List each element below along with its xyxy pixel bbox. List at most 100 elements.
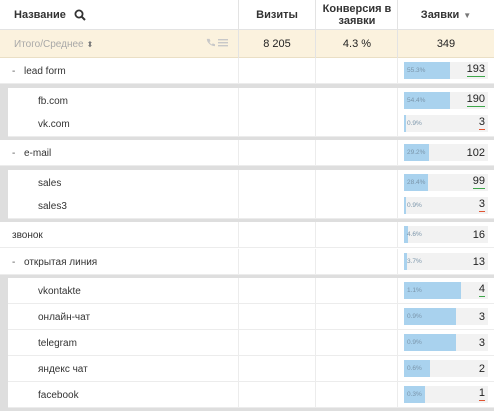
- row-label-text: яндекс чат: [38, 363, 88, 375]
- group-separator: [0, 275, 494, 278]
- leads-bar-cell[interactable]: 0.9% 3: [404, 115, 488, 132]
- row-label-text: lead form: [24, 65, 66, 77]
- row-label-text: открытая линия: [24, 256, 98, 268]
- leads-bar-fill: [404, 144, 429, 161]
- leads-bar-fill: [404, 253, 407, 270]
- name-header-label: Название: [14, 9, 66, 21]
- table-row[interactable]: - e-mail 29.2% 102: [0, 140, 494, 166]
- leads-share-percent: 0.6%: [407, 365, 422, 372]
- leads-bar-cell[interactable]: 0.3% 1: [404, 386, 488, 403]
- leads-header-label: Заявки: [420, 9, 460, 21]
- leads-count[interactable]: 1: [478, 387, 485, 401]
- leads-bar-cell[interactable]: 4.6% 16: [404, 226, 488, 243]
- group-separator: [0, 219, 494, 222]
- indent-guide: [0, 88, 8, 137]
- phone-icon[interactable]: [206, 38, 215, 50]
- leads-bar-cell[interactable]: 28.4% 99: [404, 174, 488, 191]
- totals-leads: 349: [436, 38, 456, 50]
- leads-count[interactable]: 16: [472, 228, 485, 241]
- row-label: facebook: [38, 382, 79, 408]
- leads-bar-fill: [404, 386, 425, 403]
- up-down-icon: ⬍: [86, 39, 94, 49]
- row-label: - lead form: [12, 58, 66, 84]
- row-label-text: e-mail: [24, 147, 52, 159]
- leads-share-percent: 54.4%: [407, 97, 426, 104]
- totals-visits: 8 205: [263, 38, 291, 50]
- totals-label: Итого/Среднее: [14, 38, 84, 50]
- leads-count[interactable]: 3: [478, 116, 485, 130]
- leads-bar-cell[interactable]: 1.1% 4: [404, 282, 488, 299]
- table-row[interactable]: звонок 4.6% 16: [0, 222, 494, 248]
- row-label: sales3: [38, 193, 67, 219]
- leads-bar-cell[interactable]: 55.3% 193: [404, 62, 488, 79]
- leads-count[interactable]: 3: [478, 336, 485, 349]
- group-separator: [0, 408, 494, 411]
- collapse-toggle-icon[interactable]: -: [12, 65, 16, 77]
- leads-bar-cell[interactable]: 0.6% 2: [404, 360, 488, 377]
- row-label: telegram: [38, 330, 77, 356]
- row-label-text: vk.com: [38, 118, 70, 130]
- visits-column-header[interactable]: Визиты: [256, 9, 298, 21]
- leads-bar-fill: [404, 115, 406, 132]
- table-row[interactable]: онлайн-чат 0.9% 3: [8, 304, 494, 330]
- table-row[interactable]: яндекс чат 0.6% 2: [8, 356, 494, 382]
- row-label: fb.com: [38, 88, 68, 114]
- indent-guide: [0, 278, 8, 408]
- leads-bar-cell[interactable]: 0.9% 3: [404, 308, 488, 325]
- name-column-header[interactable]: Название: [14, 0, 86, 30]
- leads-bar-fill: [404, 226, 408, 243]
- table-header: Название Визиты Конверсия в заявки Заявк…: [0, 0, 494, 30]
- search-icon[interactable]: [74, 9, 86, 21]
- leads-share-percent: 55.3%: [407, 67, 426, 74]
- leads-bar-cell[interactable]: 3.7% 13: [404, 253, 488, 270]
- leads-share-percent: 0.9%: [407, 313, 422, 320]
- totals-row: Итого/Среднее ⬍ 8 205 4.3 % 349: [0, 30, 494, 58]
- leads-count[interactable]: 102: [466, 146, 485, 159]
- row-label: онлайн-чат: [38, 304, 90, 330]
- leads-column-header[interactable]: Заявки ▼: [398, 0, 494, 30]
- row-label-text: звонок: [12, 229, 43, 241]
- collapse-toggle-icon[interactable]: -: [12, 256, 16, 268]
- row-label: звонок: [12, 222, 43, 248]
- row-label-text: sales: [38, 177, 62, 189]
- group-separator: [0, 137, 494, 140]
- leads-count[interactable]: 3: [478, 198, 485, 212]
- table-row[interactable]: - открытая линия 3.7% 13: [0, 249, 494, 275]
- leads-count[interactable]: 13: [472, 255, 485, 268]
- leads-count[interactable]: 4: [478, 283, 485, 297]
- list-icon[interactable]: [218, 38, 228, 50]
- leads-share-percent: 28.4%: [407, 179, 426, 186]
- leads-bar-cell[interactable]: 0.9% 3: [404, 334, 488, 351]
- leads-bar-fill: [404, 197, 406, 214]
- row-label-text: telegram: [38, 337, 77, 349]
- table-row[interactable]: vkontakte 1.1% 4: [8, 278, 494, 304]
- totals-icons: [206, 30, 228, 58]
- leads-share-percent: 0.9%: [407, 120, 422, 127]
- leads-count[interactable]: 2: [478, 362, 485, 375]
- table-row[interactable]: fb.com 54.4% 190: [8, 88, 494, 114]
- table-row[interactable]: telegram 0.9% 3: [8, 330, 494, 356]
- table-row[interactable]: - lead form 55.3% 193: [0, 58, 494, 84]
- sort-desc-icon[interactable]: ▼: [463, 10, 472, 20]
- row-label: яндекс чат: [38, 356, 88, 382]
- conversion-column-header[interactable]: Конверсия в заявки: [322, 3, 392, 27]
- leads-count[interactable]: 99: [472, 175, 485, 189]
- leads-bar-cell[interactable]: 29.2% 102: [404, 144, 488, 161]
- leads-count[interactable]: 193: [466, 63, 485, 77]
- leads-share-percent: 0.9%: [407, 339, 422, 346]
- leads-share-percent: 1.1%: [407, 287, 422, 294]
- leads-count[interactable]: 3: [478, 310, 485, 323]
- group-separator: [0, 84, 494, 88]
- table-row[interactable]: sales3 0.9% 3: [8, 193, 494, 219]
- table-row[interactable]: vk.com 0.9% 3: [8, 111, 494, 137]
- row-label: - e-mail: [12, 140, 51, 166]
- leads-share-percent: 0.3%: [407, 391, 422, 398]
- collapse-toggle-icon[interactable]: -: [12, 147, 16, 159]
- leads-bar-cell[interactable]: 54.4% 190: [404, 92, 488, 109]
- totals-conversion: 4.3 %: [342, 38, 372, 50]
- totals-label-dropdown[interactable]: Итого/Среднее ⬍: [14, 30, 93, 58]
- row-label-text: facebook: [38, 389, 79, 401]
- leads-bar-cell[interactable]: 0.9% 3: [404, 197, 488, 214]
- leads-count[interactable]: 190: [466, 93, 485, 107]
- table-row[interactable]: facebook 0.3% 1: [8, 382, 494, 408]
